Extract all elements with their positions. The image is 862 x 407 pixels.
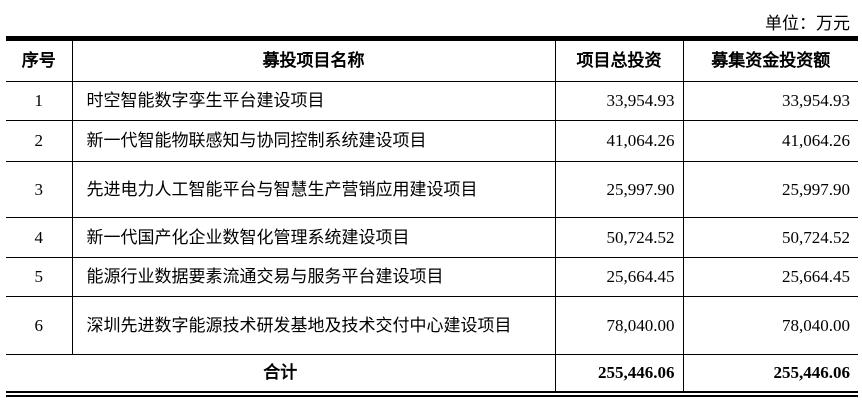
row-total: 33,954.93: [554, 81, 684, 121]
row-raised: 41,064.26: [682, 120, 858, 162]
row-name: 能源行业数据要素流通交易与服务平台建设项目: [71, 257, 556, 297]
row-name: 深圳先进数字能源技术研发基地及技术交付中心建设项目: [71, 296, 556, 355]
row-no: 4: [6, 217, 73, 258]
row-raised: 50,724.52: [682, 217, 858, 258]
table-row: 2 新一代智能物联感知与协同控制系统建设项目 41,064.26 41,064.26: [6, 120, 858, 162]
row-raised: 25,664.45: [682, 257, 858, 297]
total-raised: 255,446.06: [682, 354, 858, 394]
row-no: 2: [6, 120, 73, 162]
total-label: 合计: [6, 354, 556, 394]
table-row: 6 深圳先进数字能源技术研发基地及技术交付中心建设项目 78,040.00 78,04…: [6, 296, 858, 355]
total-row: 合计 255,446.06 255,446.06: [6, 354, 858, 394]
unit-label: 单位：万元: [765, 14, 850, 33]
row-total: 25,997.90: [554, 161, 684, 218]
row-name: 新一代国产化企业数智化管理系统建设项目: [71, 217, 556, 258]
row-total: 78,040.00: [554, 296, 684, 355]
row-total: 50,724.52: [554, 217, 684, 258]
table-row: 4 新一代国产化企业数智化管理系统建设项目 50,724.52 50,724.52: [6, 217, 858, 258]
row-no: 1: [6, 81, 73, 121]
row-total: 41,064.26: [554, 120, 684, 162]
fundraising-projects-table: 序号 募投项目名称 项目总投资 募集资金投资额 1 时空智能数字孪生平台建设项目 3…: [6, 36, 858, 397]
row-no: 6: [6, 296, 73, 355]
total-total: 255,446.06: [554, 354, 684, 394]
row-no: 3: [6, 161, 73, 218]
table-row: 1 时空智能数字孪生平台建设项目 33,954.93 33,954.93: [6, 81, 858, 121]
header-name: 募投项目名称: [71, 38, 556, 82]
row-name: 时空智能数字孪生平台建设项目: [71, 81, 556, 121]
header-raised: 募集资金投资额: [682, 38, 858, 82]
header-no: 序号: [6, 38, 73, 82]
row-raised: 33,954.93: [682, 81, 858, 121]
header-total: 项目总投资: [554, 38, 684, 82]
table-row: 3 先进电力人工智能平台与智慧生产营销应用建设项目 25,997.90 25,997.…: [6, 161, 858, 218]
row-total: 25,664.45: [554, 257, 684, 297]
row-name: 新一代智能物联感知与协同控制系统建设项目: [71, 120, 556, 162]
row-raised: 78,040.00: [682, 296, 858, 355]
table-row: 5 能源行业数据要素流通交易与服务平台建设项目 25,664.45 25,664.45: [6, 257, 858, 297]
row-raised: 25,997.90: [682, 161, 858, 218]
header-row: 序号 募投项目名称 项目总投资 募集资金投资额: [6, 38, 858, 82]
row-name: 先进电力人工智能平台与智慧生产营销应用建设项目: [71, 161, 556, 218]
row-no: 5: [6, 257, 73, 297]
